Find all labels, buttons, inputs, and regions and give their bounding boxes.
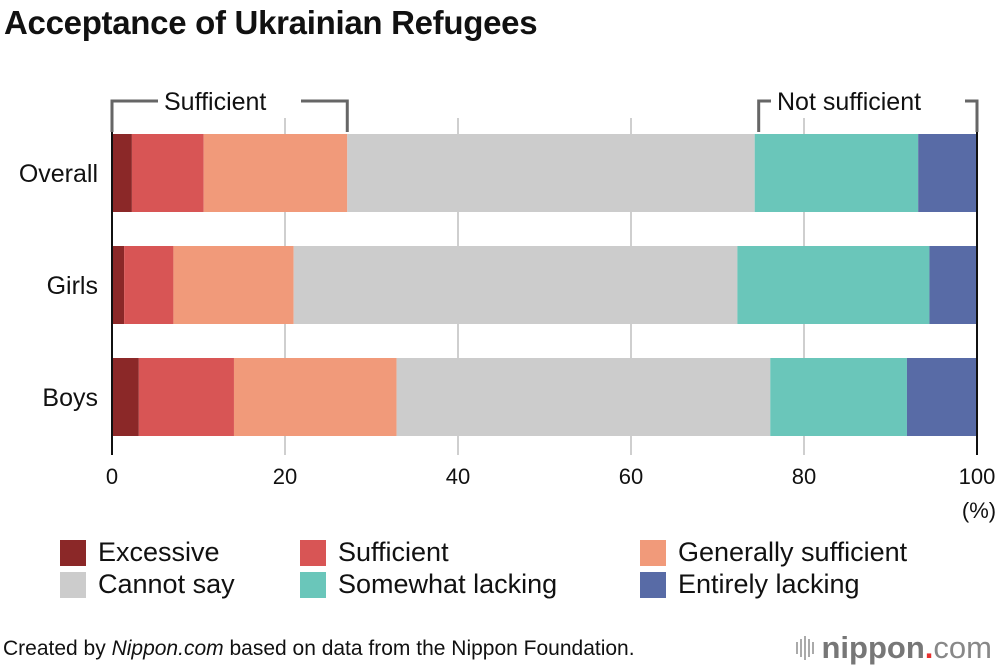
bar-segment: [396, 358, 771, 436]
bar-segment: [233, 358, 397, 436]
logo-dot: .: [924, 630, 934, 665]
x-tick-label: 40: [446, 464, 470, 489]
x-tick-label: 20: [273, 464, 297, 489]
legend-label: Generally sufficient: [678, 537, 908, 567]
legend-label: Somewhat lacking: [338, 569, 558, 599]
bar-segment: [906, 358, 977, 436]
legend-label: Entirely lacking: [678, 569, 860, 599]
legend-swatch: [640, 571, 666, 598]
credit-suffix: based on data from the Nippon Foundation…: [223, 637, 635, 660]
legend-item: Entirely lacking: [640, 569, 860, 600]
bar-segment: [293, 246, 738, 324]
logo-name: nippon: [821, 630, 925, 665]
axis: 0 20 40 60 80 100 (%) Overall Girls Boys: [19, 118, 996, 523]
legend-item: Cannot say: [60, 569, 235, 600]
bar-segment: [138, 358, 234, 436]
bracket-label: Sufficient: [164, 88, 266, 116]
x-tick-label: 100: [959, 464, 996, 489]
category-label: Overall: [19, 160, 98, 188]
x-tick-label: 0: [106, 464, 118, 489]
legend-item: Sufficient: [300, 537, 449, 568]
legend-item: Excessive: [60, 537, 220, 568]
legend-swatch: [640, 539, 666, 566]
credit-source: Nippon.com: [111, 637, 224, 660]
logo-tld: com: [933, 630, 992, 665]
legend-label: Cannot say: [98, 569, 235, 599]
bar-segment: [918, 134, 977, 212]
bracket-line: [110, 99, 349, 132]
bar-segment: [929, 246, 977, 324]
credit-prefix: Created by: [3, 637, 112, 660]
x-unit-label: (%): [962, 498, 996, 523]
category-label: Boys: [42, 384, 98, 412]
bar-segment: [770, 358, 907, 436]
chart-title: Acceptance of Ukrainian Refugees: [4, 4, 538, 41]
bar-segment: [112, 134, 132, 212]
bar-segment: [112, 246, 125, 324]
bar-segment: [124, 246, 174, 324]
bracket-line: [757, 99, 979, 132]
chart-svg: 0 20 40 60 80 100 (%) Overall Girls Boys Sufficie…: [19, 88, 996, 523]
brackets: Sufficient Not sufficient: [110, 88, 979, 132]
legend-item: Somewhat lacking: [300, 569, 557, 600]
legend-swatch: [60, 571, 86, 598]
x-tick-label: 80: [792, 464, 816, 489]
bar-segment: [754, 134, 919, 212]
legend-swatch: [300, 539, 326, 566]
bars: [112, 134, 977, 436]
legend-label: Sufficient: [338, 537, 449, 567]
legend-swatch: [60, 539, 86, 566]
source-credit: Created by Nippon.com based on data from…: [3, 637, 635, 661]
category-label: Girls: [47, 272, 98, 300]
legend-swatch: [300, 571, 326, 598]
bar-segment: [203, 134, 348, 212]
bar-segment: [131, 134, 204, 212]
legend-label: Excessive: [98, 537, 220, 567]
x-tick-label: 60: [619, 464, 643, 489]
bar-segment: [347, 134, 755, 212]
legend-item: Generally sufficient: [640, 537, 907, 568]
nippon-logo: nippon. com: [795, 630, 992, 666]
bracket-label: Not sufficient: [777, 88, 921, 116]
logo-bars-icon: [795, 636, 814, 660]
bar-segment: [737, 246, 930, 324]
bar-segment: [112, 358, 139, 436]
bar-segment: [173, 246, 294, 324]
